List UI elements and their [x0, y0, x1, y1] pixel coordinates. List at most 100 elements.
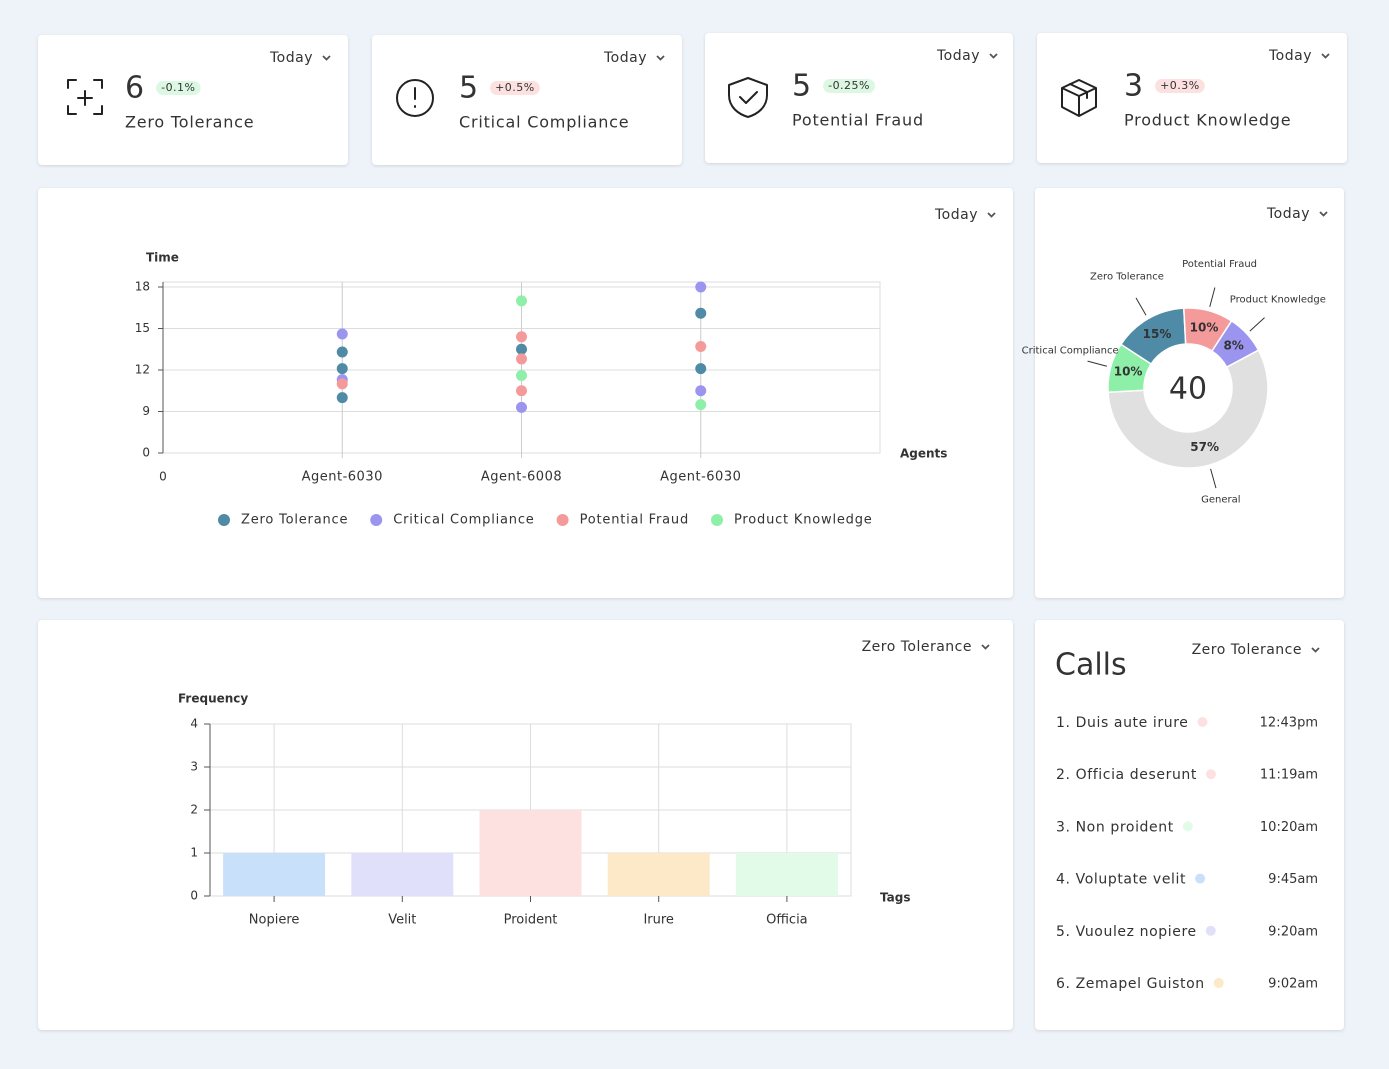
call-name: 2. Officia deserunt	[1056, 767, 1197, 783]
legend-label: Product Knowledge	[734, 513, 873, 528]
y-tick-label: 9	[142, 404, 150, 418]
chevron	[322, 55, 331, 61]
y-tick-label: 0	[142, 446, 150, 460]
x-axis-title: Tags	[880, 891, 910, 905]
segment-label: 10%	[1114, 364, 1143, 378]
calls-title: Calls	[1055, 648, 1127, 683]
segment-label: 57%	[1190, 440, 1219, 454]
change-badge	[823, 79, 876, 93]
donut-hole	[1146, 346, 1230, 430]
category-label: General	[1201, 495, 1240, 506]
change-badge	[490, 81, 540, 95]
x-axis-title: Agents	[900, 447, 947, 461]
call-dot	[1206, 769, 1216, 780]
point	[516, 370, 527, 382]
donut-segment	[1107, 343, 1153, 393]
point	[516, 331, 527, 343]
dropdown[interactable]: Zero Tolerance	[1192, 642, 1302, 658]
dropdown[interactable]: Today	[1266, 206, 1310, 222]
category-label-text: Zero Tolerance	[1090, 271, 1164, 282]
change-text: -0.1%	[161, 81, 195, 94]
chevron	[989, 53, 998, 59]
icon-shield	[728, 77, 768, 118]
leader-line	[1135, 297, 1147, 316]
bar	[351, 853, 454, 896]
x-tick-label: Proident	[504, 913, 558, 928]
dropdown[interactable]: Today	[1268, 48, 1312, 64]
segment-label: 10%	[1190, 321, 1219, 335]
call-name: 4. Voluptate velit	[1056, 872, 1186, 888]
stat-label: Zero Tolerance	[125, 113, 254, 132]
legend-label: Potential Fraud	[580, 513, 689, 528]
dropdown[interactable]: Today	[269, 50, 313, 66]
x-tick-label: Officia	[766, 913, 808, 928]
chevron	[1319, 211, 1328, 217]
stat-label: Potential Fraud	[792, 111, 924, 130]
point	[336, 328, 348, 340]
stat-card	[372, 35, 682, 165]
change-text: -0.25%	[828, 79, 870, 92]
point	[516, 385, 527, 397]
call-time: 9:20am	[1268, 924, 1318, 939]
x-tick-label: Velit	[388, 913, 416, 928]
segment-label: 8%	[1223, 339, 1243, 353]
call-time: 11:19am	[1260, 768, 1318, 783]
legend-swatch	[556, 514, 569, 526]
y-tick-label: 1	[190, 846, 198, 860]
call-name: 5. Vuoulez nopiere	[1056, 924, 1197, 940]
call-time: 9:02am	[1268, 977, 1318, 992]
stat-card	[705, 33, 1013, 163]
stat-label: Product Knowledge	[1124, 111, 1291, 130]
leader-line	[1210, 468, 1217, 489]
stat-label: Critical Compliance	[459, 113, 629, 132]
category-label-text: Potential Fraud	[1182, 259, 1257, 270]
legend-label: Zero Tolerance	[241, 513, 348, 528]
stat-value: 3	[1124, 69, 1143, 104]
y-tick-label: 3	[190, 760, 198, 774]
point	[336, 378, 348, 390]
stat-card	[38, 35, 348, 165]
icon-alert	[396, 79, 434, 117]
point	[695, 399, 707, 411]
x-tick-label: Agent-6008	[481, 470, 562, 485]
point	[695, 307, 707, 319]
icon-focus	[67, 79, 103, 115]
point	[336, 392, 348, 404]
stat-value: 5	[792, 69, 811, 104]
x-tick-label: Agent-6030	[660, 470, 741, 485]
stat-value: 6	[125, 71, 144, 106]
legend-swatch	[370, 514, 383, 526]
dropdown[interactable]: Today	[934, 207, 978, 223]
donut-total: 40	[1169, 372, 1207, 407]
category-label: Critical Compliance	[1022, 345, 1119, 356]
x-tick-label: Nopiere	[249, 913, 300, 928]
change-text: +0.5%	[495, 81, 535, 94]
point	[516, 343, 527, 355]
dropdown[interactable]: Today	[603, 50, 647, 66]
call-dot	[1213, 978, 1224, 988]
chevron	[1321, 53, 1330, 59]
legend-label: Critical Compliance	[393, 513, 534, 528]
chevron	[981, 644, 990, 650]
call-dot	[1205, 925, 1216, 936]
change-text: +0.3%	[1160, 79, 1200, 92]
call-name: 6. Zemapel Guiston	[1056, 976, 1205, 992]
point	[695, 281, 707, 293]
point	[695, 385, 707, 397]
dropdown[interactable]: Zero Tolerance	[862, 639, 972, 655]
point	[336, 346, 348, 358]
call-time: 10:20am	[1260, 820, 1318, 835]
point	[516, 401, 527, 413]
chevron	[987, 212, 996, 218]
legend-swatch	[218, 514, 230, 526]
point	[516, 295, 527, 307]
dropdown[interactable]: Today	[936, 48, 980, 64]
point	[695, 363, 707, 375]
point	[695, 340, 707, 352]
stat-value: 5	[459, 71, 478, 106]
call-dot	[1195, 873, 1206, 884]
chevron	[1311, 647, 1320, 653]
call-time: 12:43pm	[1260, 716, 1318, 731]
call-name: 3. Non proident	[1056, 819, 1174, 835]
